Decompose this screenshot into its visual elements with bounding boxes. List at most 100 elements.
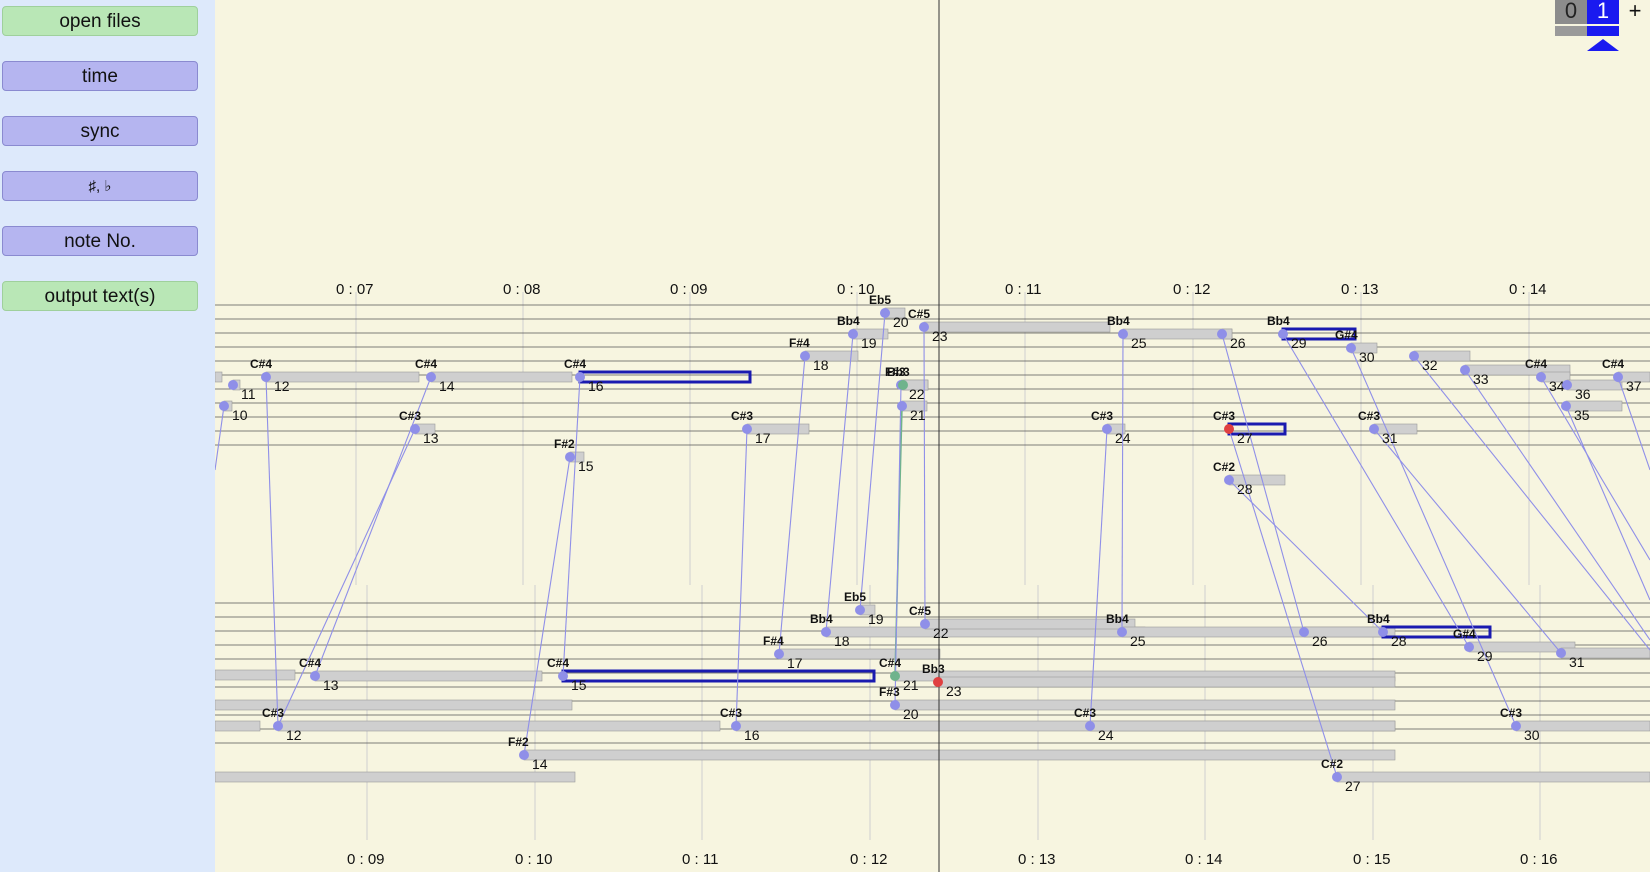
note-number-button[interactable]: note No. [2, 226, 198, 256]
top-duration-bar[interactable] [923, 321, 1111, 333]
accidentals-button[interactable]: ♯, ♭ [2, 171, 198, 201]
bottom-note-dot[interactable] [519, 750, 529, 760]
top-note-dot[interactable] [1613, 372, 1623, 382]
top-note-number: 19 [861, 335, 877, 351]
top-note-dot[interactable] [919, 322, 929, 332]
bottom-note-dot[interactable] [890, 671, 900, 681]
sync-button[interactable]: sync [2, 116, 198, 146]
bottom-note-dot[interactable] [731, 721, 741, 731]
time-button[interactable]: time [2, 61, 198, 91]
bottom-duration-bar[interactable] [1089, 720, 1396, 732]
top-note-dot[interactable] [426, 372, 436, 382]
link-line [1413, 355, 1650, 651]
bottom-note-pitch: C#3 [262, 706, 284, 720]
top-note-dot[interactable] [261, 372, 271, 382]
bottom-duration-bar[interactable] [924, 618, 1136, 630]
top-selected-note-bar[interactable] [578, 370, 752, 384]
top-note-number: 20 [893, 314, 909, 330]
top-note-dot[interactable] [575, 372, 585, 382]
top-note-dot[interactable] [1217, 329, 1227, 339]
top-note-number: 37 [1626, 378, 1642, 394]
top-note-dot[interactable] [1224, 424, 1234, 434]
top-note-dot[interactable] [1346, 343, 1356, 353]
top-note-dot[interactable] [1460, 365, 1470, 375]
bottom-note-dot[interactable] [1556, 648, 1566, 658]
track-selector[interactable]: 0 1 + [1555, 0, 1650, 52]
offscreen-duration-bar [215, 771, 576, 783]
top-note-number: 29 [1291, 335, 1307, 351]
bottom-note-dot[interactable] [1299, 627, 1309, 637]
bottom-note-pitch: Eb5 [844, 590, 866, 604]
top-note-dot[interactable] [1536, 372, 1546, 382]
bottom-time-label: 0 : 15 [1353, 851, 1391, 868]
bottom-note-dot[interactable] [920, 619, 930, 629]
bottom-note-dot[interactable] [774, 649, 784, 659]
bottom-note-pitch: C#2 [1321, 757, 1343, 771]
bottom-note-dot[interactable] [821, 627, 831, 637]
bottom-duration-bar[interactable] [314, 670, 543, 682]
top-note-dot[interactable] [848, 329, 858, 339]
top-note-dot[interactable] [897, 401, 907, 411]
bottom-note-dot[interactable] [1378, 627, 1388, 637]
link-line [859, 312, 886, 611]
sidebar: open files time sync ♯, ♭ note No. outpu… [0, 0, 215, 872]
bottom-note-dot[interactable] [1511, 721, 1521, 731]
bottom-note-dot[interactable] [1085, 721, 1095, 731]
top-note-dot[interactable] [880, 308, 890, 318]
top-note-dot[interactable] [219, 401, 229, 411]
top-note-dot[interactable] [1224, 475, 1234, 485]
bottom-duration-bar[interactable] [894, 699, 1396, 711]
bottom-note-dot[interactable] [1332, 772, 1342, 782]
top-note-number: 21 [910, 407, 926, 423]
top-note-dot[interactable] [410, 424, 420, 434]
top-note-dot[interactable] [1278, 329, 1288, 339]
bottom-time-label: 0 : 12 [850, 851, 888, 868]
top-note-pitch: C#3 [1213, 409, 1235, 423]
bottom-note-dot[interactable] [890, 700, 900, 710]
piano-roll-canvas[interactable]: 0 : 07 0 : 08 0 : 09 0 : 10 0 : 11 0 : 12 0 : … [215, 0, 1650, 872]
bottom-note-dot[interactable] [558, 671, 568, 681]
top-note-dot[interactable] [1369, 424, 1379, 434]
bottom-duration-bar[interactable] [1336, 771, 1650, 783]
top-note-dot[interactable] [742, 424, 752, 434]
bottom-duration-bar[interactable] [277, 720, 721, 732]
top-note-dot[interactable] [1561, 401, 1571, 411]
top-note-dot[interactable] [1118, 329, 1128, 339]
top-note-number: 23 [932, 328, 948, 344]
top-note-dot[interactable] [800, 351, 810, 361]
top-note-number: 33 [1473, 371, 1489, 387]
top-note-number: 25 [1131, 335, 1147, 351]
top-note-dot[interactable] [1409, 351, 1419, 361]
top-note-dot[interactable] [1562, 380, 1572, 390]
top-time-label: 0 : 07 [336, 281, 374, 298]
bottom-selected-note-bar[interactable] [561, 669, 876, 683]
bottom-note-dot[interactable] [933, 677, 943, 687]
score-view[interactable]: 0 : 07 0 : 08 0 : 09 0 : 10 0 : 11 0 : 12 0 : … [215, 0, 1650, 872]
top-note-dot[interactable] [898, 380, 908, 390]
top-note-dot[interactable] [1102, 424, 1112, 434]
bottom-note-dot[interactable] [310, 671, 320, 681]
track-one-box[interactable]: 1 [1587, 0, 1619, 24]
bottom-note-pitch: C#3 [720, 706, 742, 720]
add-track-button[interactable]: + [1628, 0, 1642, 23]
bottom-note-dot[interactable] [1117, 627, 1127, 637]
top-note-dot[interactable] [565, 452, 575, 462]
link-line [1617, 376, 1650, 471]
top-note-pitch: C#4 [1525, 357, 1547, 371]
top-note-number: 16 [588, 378, 604, 394]
bottom-time-label: 0 : 16 [1520, 851, 1558, 868]
top-note-pitch: Bb4 [837, 314, 860, 328]
playhead-triangle-icon[interactable] [1587, 39, 1619, 51]
bottom-duration-bar[interactable] [523, 749, 1396, 761]
open-files-button[interactable]: open files [2, 6, 198, 36]
track-zero-box[interactable]: 0 [1555, 0, 1587, 24]
bottom-note-dot[interactable] [1464, 642, 1474, 652]
bottom-duration-bar[interactable] [937, 676, 1396, 688]
top-note-dot[interactable] [228, 380, 238, 390]
output-texts-button[interactable]: output text(s) [2, 281, 198, 311]
bottom-note-dot[interactable] [273, 721, 283, 731]
top-time-label: 0 : 12 [1173, 281, 1211, 298]
bottom-note-number: 22 [933, 625, 949, 641]
bottom-note-dot[interactable] [855, 605, 865, 615]
bottom-duration-bar[interactable] [778, 648, 941, 660]
